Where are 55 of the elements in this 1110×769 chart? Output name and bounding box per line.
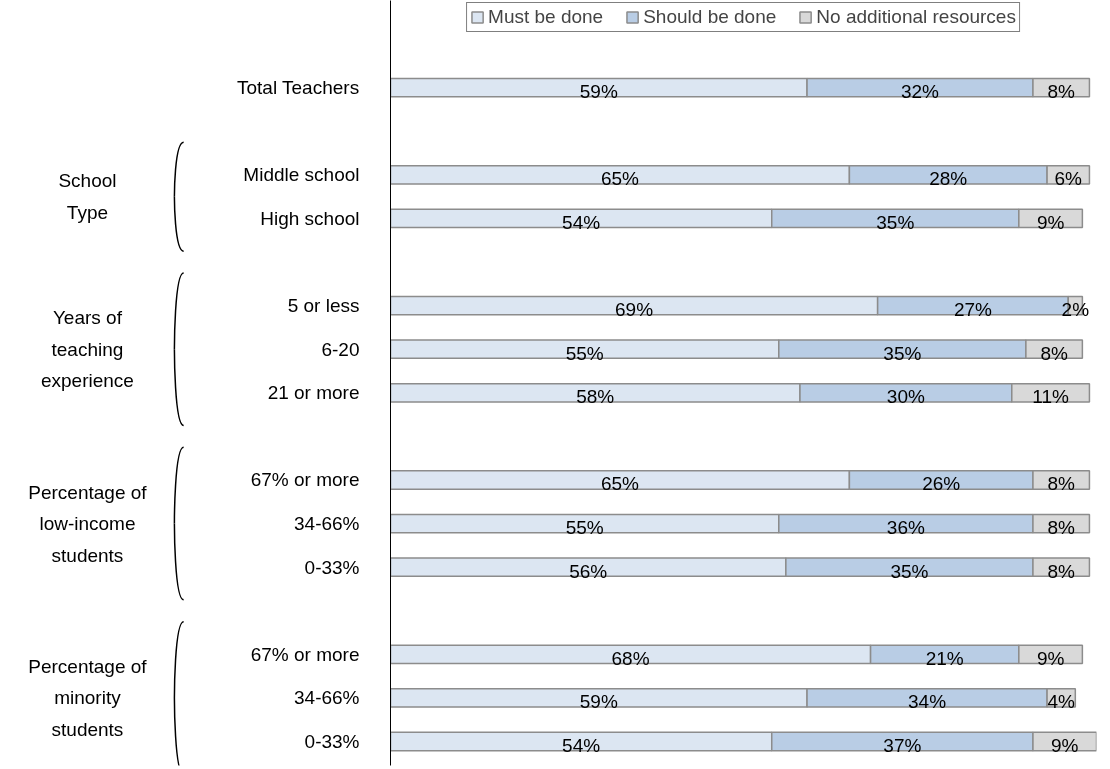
- data-label: 8%: [1040, 342, 1068, 364]
- y-tick-label: 34-66%: [294, 687, 360, 709]
- data-label: 55%: [565, 342, 604, 364]
- data-label: 54%: [562, 735, 601, 757]
- legend-label: Must be done: [488, 6, 604, 28]
- legend-label: Should be done: [643, 6, 777, 28]
- data-label: 8%: [1047, 81, 1076, 103]
- y-tick-label: 5 or less: [287, 295, 360, 317]
- data-label: 36%: [886, 517, 925, 539]
- data-label: 34%: [908, 691, 947, 713]
- data-label: 65%: [600, 473, 640, 495]
- data-label: 9%: [1051, 735, 1079, 757]
- text: Years of teaching experience: [40, 307, 134, 392]
- y-tick-label: Middle school: [243, 164, 360, 186]
- data-label: 27%: [953, 299, 993, 321]
- data-label: 35%: [890, 560, 929, 582]
- data-label: 37%: [883, 735, 922, 757]
- data-label: 65%: [600, 168, 640, 190]
- data-label: 9%: [1036, 211, 1065, 233]
- data-label: 28%: [929, 168, 968, 190]
- y-tick-label: 0-33%: [304, 731, 360, 753]
- data-label: 4%: [1047, 691, 1076, 713]
- y-tick-label: 67% or more: [250, 643, 360, 665]
- legend-label: No additional resources: [816, 6, 1016, 28]
- data-label: 35%: [883, 342, 922, 364]
- y-tick-label: High school: [260, 207, 360, 229]
- data-label: 56%: [569, 560, 608, 582]
- y-tick-label: 6-20: [321, 338, 360, 360]
- data-label: 8%: [1047, 517, 1076, 539]
- data-label: 26%: [922, 473, 961, 495]
- data-label: 8%: [1047, 560, 1076, 582]
- data-label: 59%: [579, 691, 618, 713]
- data-label: 21%: [925, 647, 964, 669]
- data-label: 9%: [1036, 647, 1065, 669]
- data-label: 6%: [1054, 168, 1083, 190]
- data-label: 30%: [886, 386, 925, 408]
- data-label: 11%: [1032, 386, 1070, 408]
- text: School Type: [58, 170, 117, 223]
- text: Percentage of low-income students: [28, 481, 148, 566]
- y-tick-label: 34-66%: [294, 513, 360, 535]
- y-tick-label: 21 or more: [267, 382, 360, 404]
- y-tick-label: 67% or more: [250, 469, 360, 491]
- data-label: 69%: [615, 299, 654, 321]
- data-label: 59%: [579, 81, 618, 103]
- data-label: 8%: [1047, 473, 1076, 495]
- data-label: 32%: [900, 81, 940, 103]
- text: Percentage of minority students: [28, 655, 148, 740]
- y-tick-label: Total Teachers: [236, 77, 360, 99]
- data-label: 58%: [576, 386, 615, 408]
- data-label: 35%: [876, 211, 915, 233]
- data-label: 54%: [562, 211, 601, 233]
- data-label: 2%: [1061, 299, 1090, 321]
- data-label: 68%: [611, 647, 650, 669]
- data-label: 55%: [565, 517, 604, 539]
- y-tick-label: 0-33%: [304, 556, 360, 578]
